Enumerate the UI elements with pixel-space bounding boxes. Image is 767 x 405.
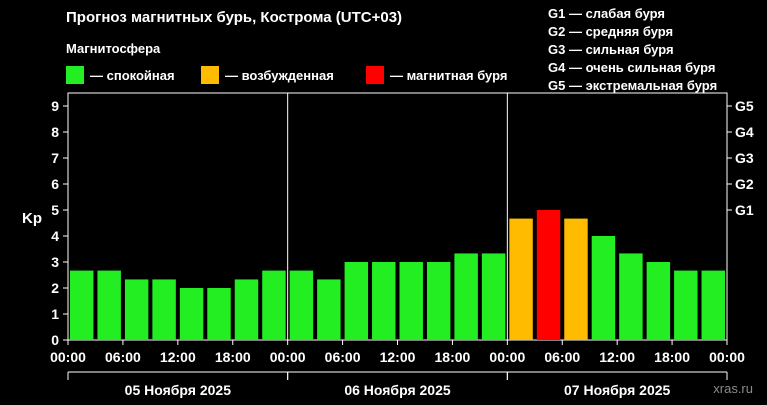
g-tick-label: G5 [735, 98, 754, 114]
x-tick-label: 12:00 [380, 349, 416, 365]
kp-bar [426, 262, 451, 340]
kp-bar [152, 279, 176, 340]
g-tick-label: G4 [735, 124, 754, 140]
x-tick-label: 18:00 [654, 349, 690, 365]
x-tick-label: 12:00 [599, 349, 635, 365]
kp-bar [646, 262, 671, 340]
y-tick-label: 8 [51, 124, 59, 140]
kp-bar [262, 270, 286, 340]
kp-bar [619, 253, 643, 340]
kp-bar [454, 253, 478, 340]
y-tick-label: 3 [51, 254, 59, 270]
kp-bar [317, 279, 341, 340]
magnetosphere-label: Магнитосфера [66, 41, 161, 56]
y-tick-label: 5 [51, 202, 59, 218]
g-legend-g5: G5 — экстремальная буря [548, 78, 718, 93]
kp-bar [564, 218, 588, 340]
y-tick-label: 2 [51, 280, 59, 296]
x-tick-label: 12:00 [160, 349, 196, 365]
g-legend-g4: G4 — очень сильная буря [548, 60, 716, 75]
g-scale-legend: G1 — слабая буря G2 — средняя буря G3 — … [548, 5, 717, 95]
day-label: 06 Ноября 2025 [344, 382, 451, 398]
legend-item-active: — возбужденная [201, 65, 334, 85]
kp-bar [289, 270, 314, 340]
legend-item-quiet: — спокойная [66, 65, 175, 85]
x-tick-label: 06:00 [105, 349, 141, 365]
kp-bar [481, 253, 506, 340]
day-label: 07 Ноября 2025 [564, 382, 671, 398]
kp-bar [674, 270, 698, 340]
legend-label-storm: — магнитная буря [390, 67, 508, 83]
x-tick-label: 00:00 [709, 349, 745, 365]
legend-swatch-storm [366, 66, 384, 84]
y-tick-label: 7 [51, 150, 59, 166]
legend-label-quiet: — спокойная [90, 67, 175, 83]
kp-bar [536, 210, 561, 340]
x-tick-label: 06:00 [544, 349, 580, 365]
kp-bar [509, 218, 533, 340]
kp-bar [234, 279, 259, 340]
kp-bar [97, 270, 121, 340]
g-tick-label: G2 [735, 176, 754, 192]
kp-bar [591, 236, 616, 340]
chart-title: Прогноз магнитных бурь, Кострома (UTC+03… [66, 9, 403, 26]
kp-bar [70, 270, 94, 340]
day-label: 05 Ноября 2025 [125, 382, 232, 398]
g-tick-label: G1 [735, 202, 754, 218]
kp-bar [344, 262, 369, 340]
y-axis-label: Kp [22, 210, 42, 227]
watermark: xras.ru [713, 381, 753, 396]
g-tick-label: G3 [735, 150, 754, 166]
y-tick-label: 0 [51, 332, 59, 348]
kp-bar [372, 262, 396, 340]
y-tick-label: 4 [51, 228, 59, 244]
x-tick-label: 18:00 [215, 349, 251, 365]
g-legend-g1: G1 — слабая буря [548, 6, 666, 21]
x-tick-label: 00:00 [270, 349, 306, 365]
legend-swatch-active [201, 66, 219, 84]
y-tick-label: 1 [51, 306, 59, 322]
y-tick-label: 9 [51, 98, 59, 114]
x-tick-label: 06:00 [325, 349, 361, 365]
x-tick-label: 00:00 [489, 349, 525, 365]
x-tick-label: 18:00 [435, 349, 471, 365]
kp-bar [207, 288, 231, 340]
legend-label-active: — возбужденная [225, 67, 334, 83]
g-legend-g3: G3 — сильная буря [548, 42, 674, 57]
x-tick-label: 00:00 [50, 349, 86, 365]
kp-bar [124, 279, 149, 340]
legend-item-storm: — магнитная буря [366, 65, 507, 85]
kp-bar [701, 270, 725, 340]
kp-bar [179, 288, 204, 340]
legend-swatch-quiet [66, 66, 84, 84]
g-legend-g2: G2 — средняя буря [548, 24, 674, 39]
kp-bar [399, 262, 423, 340]
y-tick-label: 6 [51, 176, 59, 192]
